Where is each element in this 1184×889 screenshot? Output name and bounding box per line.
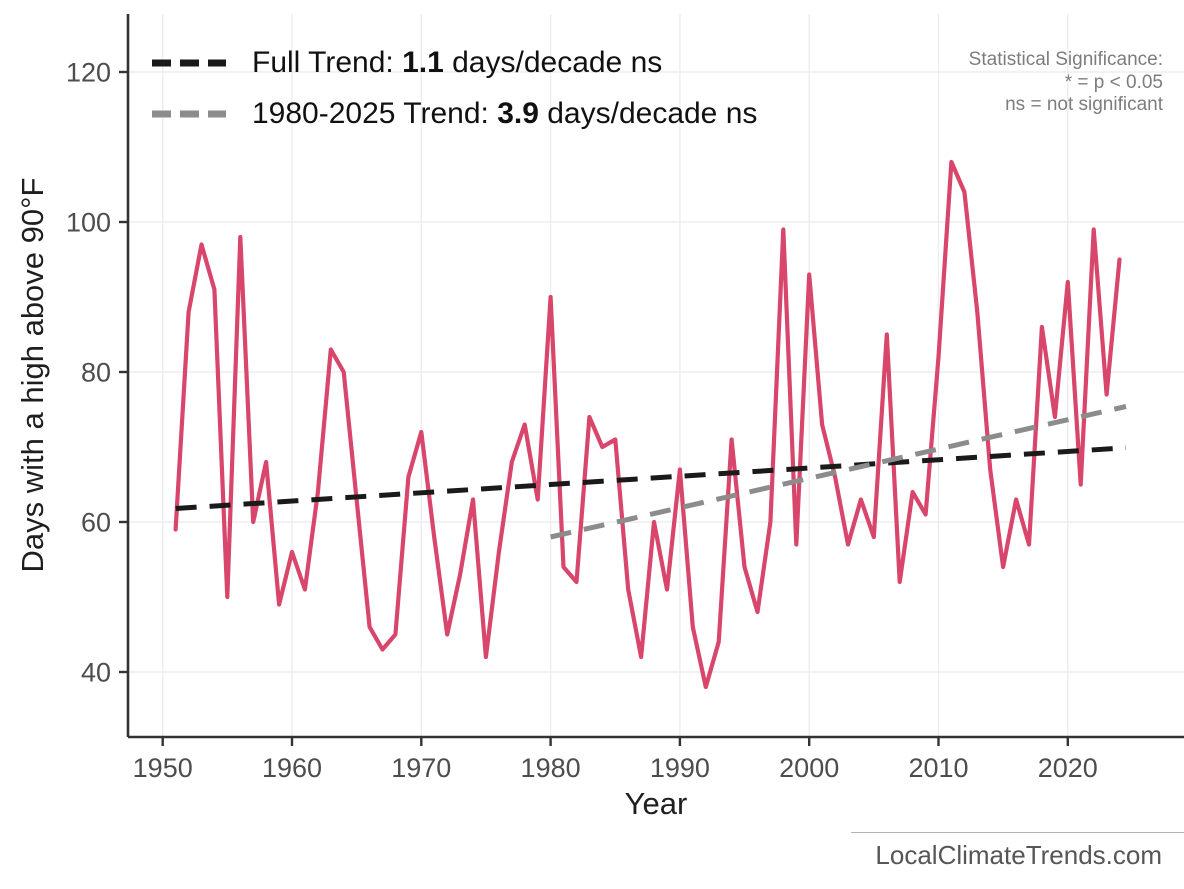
legend-item-full-trend: Full Trend: 1.1 days/decade ns [152, 46, 662, 80]
recent-trend-label-suffix: days/decade ns [538, 97, 758, 130]
x-axis-tick-label-2020: 2020 [1038, 753, 1098, 783]
x-axis-tick-label-1990: 1990 [650, 753, 710, 783]
legend-item-recent-trend: 1980-2025 Trend: 3.9 days/decade ns [152, 97, 757, 131]
recent-trend-label-prefix: 1980-2025 Trend: [252, 97, 498, 130]
y-axis-tick-label-40: 40 [81, 658, 111, 688]
x-axis-title: Year [624, 786, 688, 821]
x-axis-tick-label-2000: 2000 [779, 753, 839, 783]
x-axis-tick-label-1980: 1980 [521, 753, 581, 783]
y-axis-tick-label-120: 120 [66, 58, 111, 88]
significance-note: Statistical Significance: * = p < 0.05 n… [969, 49, 1163, 117]
x-axis-tick-label-2010: 2010 [908, 753, 968, 783]
watermark: LocalClimateTrends.com [851, 832, 1184, 871]
recent-trend-label: 1980-2025 Trend: 3.9 days/decade ns [252, 97, 757, 131]
significance-note-pvalue: * = p < 0.05 [1064, 71, 1163, 93]
full-trend-label-prefix: Full Trend: [252, 46, 403, 79]
full-trend-label-suffix: days/decade ns [443, 46, 663, 79]
x-axis-tick-label-1950: 1950 [133, 753, 193, 783]
x-axis-tick-label-1960: 1960 [262, 753, 322, 783]
recent-trend-dash-swatch [152, 110, 226, 118]
full-trend-dash-swatch [152, 59, 226, 67]
full-trend-label: Full Trend: 1.1 days/decade ns [252, 46, 662, 80]
full-trend-line [175, 445, 1127, 511]
significance-note-ns: ns = not significant [1005, 94, 1163, 115]
days-above-90F-series-line [173, 159, 1122, 690]
y-axis-tick-label-100: 100 [66, 208, 111, 238]
x-axis-tick-label-1970: 1970 [391, 753, 451, 783]
y-axis-tick-label-60: 60 [81, 508, 111, 538]
full-trend-slope-value: 1.1 [402, 46, 444, 79]
significance-note-title: Statistical Significance: [968, 49, 1163, 70]
y-axis-title: Days with a high above 90°F [15, 177, 50, 573]
recent-trend-line [550, 404, 1127, 540]
recent-trend-slope-value: 3.9 [497, 97, 539, 130]
y-axis-tick-label-80: 80 [81, 358, 111, 388]
